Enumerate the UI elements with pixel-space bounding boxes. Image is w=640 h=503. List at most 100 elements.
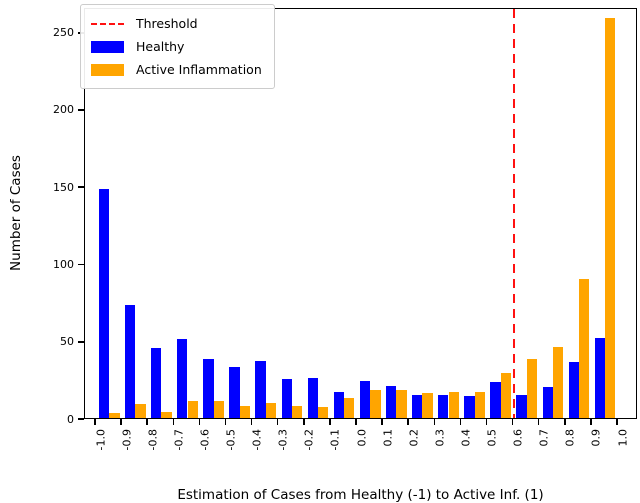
x-tick-label: -0.3 <box>276 429 290 451</box>
y-tick-label: 50 <box>60 335 74 349</box>
legend-label: Threshold <box>136 16 198 31</box>
threshold-dashed-line-swatch <box>91 22 124 25</box>
x-tick-mark <box>433 419 436 425</box>
x-tick-mark <box>172 419 175 425</box>
bar-active-inflammation-0.2 <box>422 393 433 418</box>
bar-active-inflammation--0.2 <box>318 407 329 418</box>
bar-healthy-0.5 <box>490 382 501 418</box>
bar-healthy--0.5 <box>229 367 240 418</box>
x-tick-mark <box>590 419 592 425</box>
x-tick-mark <box>198 419 201 425</box>
legend-label: Healthy <box>136 39 185 54</box>
x-tick-mark <box>120 419 122 425</box>
bar-active-inflammation-0.9 <box>605 17 616 418</box>
y-tick-mark <box>78 263 84 266</box>
y-axis-label: Number of Cases <box>8 155 24 271</box>
x-tick-mark <box>537 419 540 425</box>
x-tick-mark <box>485 419 488 425</box>
bar-healthy--0.4 <box>255 360 266 418</box>
x-tick-label: 0.1 <box>381 429 395 447</box>
bar-healthy--0.6 <box>203 359 214 418</box>
legend-item-healthy: Healthy <box>91 35 262 58</box>
bar-active-inflammation-0.4 <box>474 391 485 418</box>
x-tick-label: -0.8 <box>146 429 160 451</box>
x-tick-label: 0.2 <box>407 429 421 447</box>
bar-healthy-0.8 <box>568 362 579 418</box>
x-tick-label: -0.2 <box>302 429 316 451</box>
bar-active-inflammation-0.6 <box>526 359 538 418</box>
x-tick-label: -0.6 <box>198 429 212 451</box>
y-tick-label: 250 <box>53 26 74 40</box>
x-tick-mark <box>459 419 462 425</box>
bar-healthy-0.6 <box>516 394 527 418</box>
bar-healthy--0.2 <box>307 377 318 418</box>
bar-active-inflammation--0.6 <box>213 401 224 418</box>
bar-healthy--1.0 <box>98 189 110 418</box>
x-tick-mark <box>381 419 383 425</box>
x-tick-mark <box>329 419 331 425</box>
x-tick-label: 0.0 <box>355 429 368 447</box>
legend-label: Active Inflammation <box>136 62 262 77</box>
bar-healthy--0.9 <box>124 305 136 418</box>
bar-healthy--0.1 <box>333 391 345 418</box>
bar-healthy-0.0 <box>359 380 371 418</box>
bar-active-inflammation--0.8 <box>161 411 172 418</box>
bar-active-inflammation--0.1 <box>344 397 355 418</box>
x-tick-label: 0.3 <box>433 429 447 447</box>
bar-healthy-0.4 <box>464 396 475 418</box>
bar-healthy-0.2 <box>412 394 423 418</box>
bar-healthy--0.7 <box>177 339 188 418</box>
bar-healthy--0.8 <box>151 348 162 418</box>
bar-active-inflammation-0.0 <box>370 390 381 418</box>
legend-item-threshold: Threshold <box>91 12 262 35</box>
x-tick-label: 0.9 <box>589 429 603 447</box>
bar-active-inflammation-0.7 <box>552 346 564 418</box>
y-tick-label: 200 <box>53 103 74 117</box>
x-tick-mark <box>146 419 148 425</box>
bar-active-inflammation-0.3 <box>448 391 459 418</box>
bar-healthy-0.9 <box>594 337 606 418</box>
y-tick-mark <box>78 186 84 189</box>
x-tick-mark <box>250 419 253 425</box>
x-tick-label: -0.4 <box>250 429 264 451</box>
x-tick-label: 1.0 <box>616 429 629 447</box>
x-tick-label: 0.6 <box>511 429 525 447</box>
y-tick-label: 0 <box>67 412 74 426</box>
bar-active-inflammation-0.1 <box>396 390 407 418</box>
bar-active-inflammation--0.4 <box>265 402 277 418</box>
y-tick-label: 150 <box>53 180 74 194</box>
x-tick-label: -0.7 <box>172 429 186 451</box>
x-tick-label: 0.7 <box>537 429 551 447</box>
x-tick-label: 0.8 <box>563 429 577 447</box>
x-tick-label: -0.5 <box>224 429 238 451</box>
y-tick-label: 100 <box>53 257 74 271</box>
x-tick-mark <box>303 419 305 425</box>
x-tick-label: 0.4 <box>459 429 473 447</box>
legend-item-active-inflammation: Active Inflammation <box>91 58 262 81</box>
bar-active-inflammation--1.0 <box>109 413 120 418</box>
bar-healthy-0.7 <box>542 387 553 418</box>
plot-area <box>84 8 637 419</box>
y-tick-mark <box>78 340 84 343</box>
x-tick-mark <box>276 419 279 425</box>
x-tick-mark <box>94 419 96 425</box>
x-tick-mark <box>224 419 227 425</box>
x-tick-mark <box>616 419 618 425</box>
x-tick-mark <box>564 419 566 425</box>
x-tick-label: -0.9 <box>120 429 134 451</box>
x-axis-label: Estimation of Cases from Healthy (-1) to… <box>177 487 544 503</box>
x-tick-mark <box>355 419 357 425</box>
x-tick-label: -1.0 <box>94 429 107 451</box>
x-tick-label: 0.5 <box>485 429 499 447</box>
bar-active-inflammation--0.5 <box>239 405 251 418</box>
bar-healthy-0.1 <box>385 385 397 418</box>
y-tick-mark <box>78 418 84 420</box>
bar-active-inflammation--0.9 <box>135 404 146 418</box>
x-tick-label: -0.1 <box>328 429 342 451</box>
active-inflammation-color-swatch <box>91 63 124 76</box>
legend: Threshold Healthy Active Inflammation <box>80 4 275 89</box>
bar-active-inflammation--0.7 <box>187 401 198 418</box>
bar-active-inflammation-0.5 <box>500 373 512 418</box>
y-tick-mark <box>78 109 84 111</box>
